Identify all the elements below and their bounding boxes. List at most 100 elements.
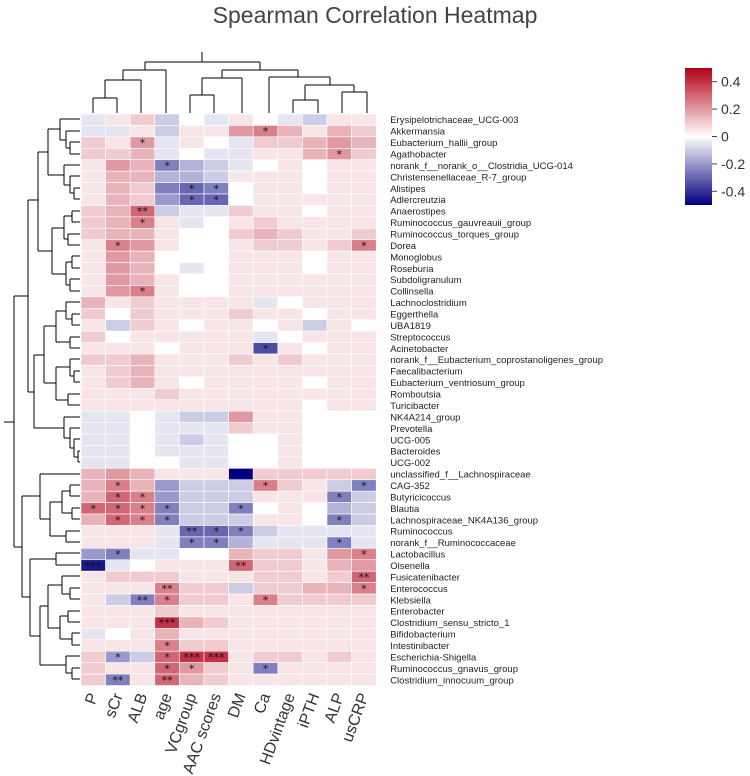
row-label: CAG-352 bbox=[390, 481, 430, 492]
heatmap-cell bbox=[252, 228, 279, 241]
column-label: ALB bbox=[125, 691, 151, 725]
legend-tick-label: 0 bbox=[721, 129, 729, 145]
heatmap-cell bbox=[228, 433, 254, 446]
heatmap-cell bbox=[326, 433, 352, 446]
heatmap-cell bbox=[302, 559, 328, 572]
heatmap-cell bbox=[80, 479, 106, 492]
heatmap-cell bbox=[80, 628, 106, 641]
heatmap-cell bbox=[203, 639, 229, 652]
heatmap-cell bbox=[179, 250, 205, 263]
heatmap-cell bbox=[326, 445, 352, 458]
heatmap-cell bbox=[302, 525, 328, 538]
heatmap-cell bbox=[302, 319, 328, 332]
heatmap-cell bbox=[351, 422, 377, 435]
row-label: Anaerostipes bbox=[390, 207, 446, 218]
heatmap-cell bbox=[326, 456, 352, 469]
heatmap-cell bbox=[351, 673, 377, 686]
heatmap-cell bbox=[277, 445, 303, 458]
heatmap-cell bbox=[277, 399, 303, 412]
heatmap-cell bbox=[302, 433, 328, 446]
row-label: Roseburia bbox=[390, 264, 434, 275]
heatmap-cell bbox=[105, 536, 131, 549]
heatmap-cell bbox=[302, 113, 328, 126]
heatmap-cell bbox=[228, 193, 254, 206]
heatmap-cell bbox=[228, 456, 254, 469]
heatmap-cell bbox=[326, 548, 352, 561]
heatmap-cell bbox=[80, 147, 106, 161]
heatmap-cell bbox=[326, 319, 352, 332]
heatmap-cell bbox=[80, 490, 106, 503]
heatmap-cell bbox=[351, 559, 377, 572]
heatmap-cell bbox=[277, 422, 303, 435]
row-label: Ruminococcus bbox=[390, 527, 453, 538]
heatmap-cell bbox=[105, 662, 131, 675]
significance-mark: ** bbox=[162, 582, 174, 595]
heatmap-cell bbox=[80, 308, 106, 321]
row-label: Collinsella bbox=[390, 287, 434, 298]
significance-mark: ** bbox=[162, 674, 174, 687]
row-label: Acinetobacter bbox=[390, 344, 448, 355]
row-label: Romboutsia bbox=[390, 390, 441, 401]
heatmap-cell bbox=[252, 445, 279, 458]
heatmap-cell bbox=[252, 319, 279, 332]
heatmap-cell bbox=[228, 548, 254, 561]
heatmap-cell bbox=[252, 456, 279, 469]
heatmap-cell bbox=[277, 262, 303, 275]
row-label: Lachnoclostridium bbox=[390, 298, 467, 309]
row-label: Akkermansia bbox=[390, 127, 446, 138]
heatmap-cell bbox=[105, 205, 131, 218]
heatmap-cell bbox=[252, 296, 279, 309]
heatmap-cell bbox=[351, 113, 377, 126]
column-label: iPTH bbox=[295, 691, 323, 730]
heatmap-cell bbox=[228, 239, 254, 252]
heatmap-cell bbox=[228, 410, 254, 423]
heatmap-cell bbox=[80, 262, 106, 275]
heatmap-cell bbox=[326, 113, 352, 126]
heatmap-cell bbox=[302, 182, 328, 195]
heatmap-cell bbox=[154, 216, 180, 229]
heatmap-cell bbox=[179, 433, 205, 446]
heatmap-cell bbox=[252, 113, 279, 126]
heatmap-cell bbox=[203, 593, 229, 606]
heatmap-cell bbox=[351, 308, 377, 321]
heatmap-cell bbox=[351, 605, 377, 618]
heatmap-cell bbox=[129, 296, 156, 309]
heatmap-cell bbox=[351, 353, 377, 366]
heatmap-cell bbox=[351, 136, 377, 149]
heatmap-cell bbox=[351, 456, 377, 469]
heatmap-cell bbox=[129, 479, 156, 492]
significance-mark: ** bbox=[186, 525, 198, 538]
heatmap-cell bbox=[252, 673, 279, 686]
heatmap-cell bbox=[302, 285, 328, 298]
heatmap-cell bbox=[80, 433, 106, 446]
heatmap-cell bbox=[154, 250, 180, 263]
significance-mark: * bbox=[214, 182, 220, 195]
heatmap-cell bbox=[351, 445, 377, 458]
heatmap-cell bbox=[105, 468, 131, 481]
heatmap-cell bbox=[203, 228, 229, 241]
row-label: Monoglobus bbox=[390, 252, 442, 263]
significance-mark: * bbox=[189, 194, 195, 207]
heatmap-cell bbox=[228, 147, 254, 161]
heatmap-cell bbox=[351, 125, 377, 138]
heatmap-cell bbox=[228, 205, 254, 218]
significance-mark: * bbox=[115, 239, 121, 252]
heatmap-cell bbox=[129, 445, 156, 458]
heatmap-cell bbox=[154, 170, 180, 183]
heatmap-cell bbox=[228, 490, 254, 503]
heatmap-cell bbox=[154, 136, 180, 149]
heatmap-cell bbox=[252, 536, 279, 549]
significance-mark: * bbox=[361, 479, 367, 492]
heatmap-cell bbox=[203, 239, 229, 252]
heatmap-cell bbox=[203, 319, 229, 332]
heatmap-cell bbox=[326, 353, 352, 366]
heatmap-cell bbox=[105, 228, 131, 241]
significance-mark: * bbox=[189, 182, 195, 195]
heatmap-cell bbox=[179, 319, 205, 332]
row-label: Erysipelotrichaceae_UCG-003 bbox=[390, 115, 518, 126]
heatmap-cell bbox=[105, 365, 131, 378]
significance-mark: * bbox=[115, 479, 121, 492]
heatmap-cell bbox=[129, 342, 156, 355]
heatmap-cell bbox=[252, 159, 279, 172]
heatmap-cell bbox=[179, 582, 205, 595]
